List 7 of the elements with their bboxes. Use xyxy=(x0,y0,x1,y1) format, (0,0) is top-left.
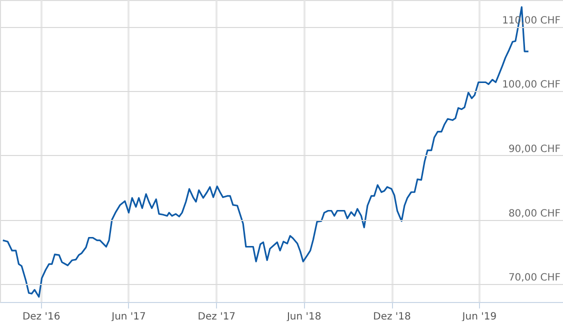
y-tick-label: 70,00 CHF xyxy=(508,272,561,284)
x-tick-label: Dez '18 xyxy=(373,312,411,322)
x-tick-label: Dez '17 xyxy=(198,312,236,322)
y-tick-label: 80,00 CHF xyxy=(508,208,561,220)
y-tick-label: 90,00 CHF xyxy=(508,144,561,155)
y-tick-label: 100,00 CHF xyxy=(502,80,561,91)
x-tick-label: Dez '16 xyxy=(22,312,60,322)
